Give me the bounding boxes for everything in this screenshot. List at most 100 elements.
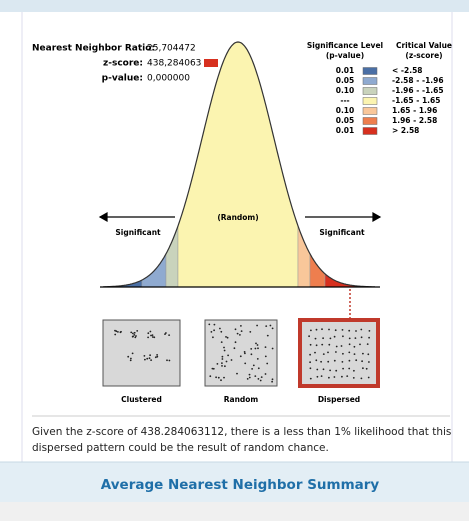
- legend-z: 1.65 - 1.96: [392, 106, 437, 115]
- pattern-dot: [154, 356, 157, 359]
- pattern-dot: [114, 333, 117, 336]
- pattern-dot: [256, 358, 259, 360]
- pattern-dot: [147, 332, 150, 335]
- arrows: [98, 211, 382, 223]
- pattern-dot: [135, 335, 137, 337]
- pattern-dot: [221, 355, 224, 358]
- pattern-label: Clustered: [121, 395, 162, 404]
- pattern-dot: [314, 337, 317, 340]
- pattern-dot: [348, 351, 351, 354]
- legend-swatch: [362, 107, 378, 115]
- pattern-dot: [327, 360, 330, 363]
- pattern-dot: [341, 375, 343, 378]
- pattern-dot: [132, 332, 134, 335]
- pattern-dot: [254, 375, 257, 377]
- legend-p: 0.05: [336, 116, 355, 125]
- pattern-dot: [329, 369, 331, 372]
- pattern-dot: [136, 330, 139, 332]
- pattern-dot: [348, 337, 351, 340]
- legend-p: 0.10: [336, 106, 355, 115]
- pattern-dot: [130, 357, 132, 360]
- pattern-dot: [221, 365, 223, 367]
- legend-swatch: [362, 117, 378, 125]
- pattern-dot: [133, 334, 136, 336]
- pattern-dot: [132, 335, 135, 338]
- legend-swatch: [362, 97, 378, 105]
- pattern-dot: [209, 375, 212, 378]
- pattern-dot: [240, 325, 242, 327]
- pattern-dot: [310, 329, 312, 332]
- pattern-dot: [239, 355, 242, 358]
- pattern-dot: [239, 334, 241, 336]
- pattern-dot: [131, 352, 134, 355]
- pattern-dot: [320, 375, 323, 377]
- legend-p: 0.01: [336, 66, 355, 75]
- legend-subheader: (p-value): [326, 51, 364, 60]
- z-label: z-score:: [103, 59, 143, 69]
- pattern-dot: [127, 355, 130, 358]
- legend-p: 0.10: [336, 86, 355, 95]
- pattern-dot: [266, 362, 269, 365]
- pattern-dot: [213, 323, 216, 326]
- pattern-dot: [355, 359, 358, 362]
- pattern-dot: [259, 379, 262, 382]
- curve-label: (Random): [217, 213, 258, 222]
- pattern-dot: [168, 359, 171, 362]
- pattern-dot: [309, 367, 312, 370]
- pattern-dot: [210, 331, 213, 333]
- pattern-dot: [316, 375, 319, 378]
- pattern-dot: [335, 351, 337, 353]
- pattern-dot: [354, 337, 357, 339]
- pattern-dot: [260, 376, 263, 378]
- pattern-dot: [328, 376, 330, 379]
- pattern-dot: [223, 349, 226, 352]
- pattern-dot: [219, 327, 221, 330]
- pattern-dot: [164, 333, 166, 335]
- pattern-dot: [233, 347, 236, 350]
- pattern-dot: [316, 368, 319, 371]
- pattern-dot: [250, 348, 253, 350]
- pattern-dot: [244, 352, 246, 355]
- pattern-dot: [314, 351, 316, 354]
- curve-region: [165, 225, 179, 288]
- pattern-dot: [315, 328, 318, 331]
- pattern-dot: [367, 376, 370, 379]
- bell-curve: [100, 41, 380, 288]
- legend-subheader: (z-score): [405, 51, 442, 60]
- pattern-dot: [348, 329, 351, 332]
- pattern-dot: [353, 369, 355, 372]
- pattern-dot: [150, 359, 153, 361]
- pattern-dot: [153, 336, 156, 339]
- pattern-dot: [309, 353, 311, 356]
- legend-swatch: [362, 67, 378, 75]
- pattern-dot: [221, 358, 224, 360]
- pattern-dot: [309, 361, 311, 364]
- pattern-dot: [271, 380, 273, 383]
- pattern-dot: [249, 331, 252, 333]
- pattern-dot: [257, 367, 260, 370]
- pattern-dot: [342, 335, 344, 338]
- p-label: p-value:: [102, 74, 143, 84]
- pattern-dot: [134, 336, 137, 339]
- pattern-dot: [216, 363, 219, 365]
- pattern-dot: [366, 343, 369, 345]
- pattern-dot: [348, 343, 351, 346]
- pattern-dot: [252, 364, 255, 367]
- pattern-dot: [342, 352, 344, 355]
- pattern-dot: [362, 367, 364, 370]
- p-value: 0,000000: [147, 74, 190, 84]
- pattern-dot: [151, 334, 154, 336]
- ratio-value: 25,704472: [147, 44, 196, 54]
- pattern-dot: [129, 359, 132, 362]
- pattern-dot: [271, 347, 274, 350]
- pattern-dot: [156, 355, 159, 358]
- pattern-dot: [221, 362, 223, 364]
- pattern-dot: [120, 330, 122, 333]
- pattern-label: Random: [224, 395, 259, 404]
- pattern-dot: [254, 347, 257, 350]
- pattern-dot: [224, 365, 226, 368]
- pattern-dot: [248, 373, 251, 376]
- pattern-dot: [130, 331, 133, 334]
